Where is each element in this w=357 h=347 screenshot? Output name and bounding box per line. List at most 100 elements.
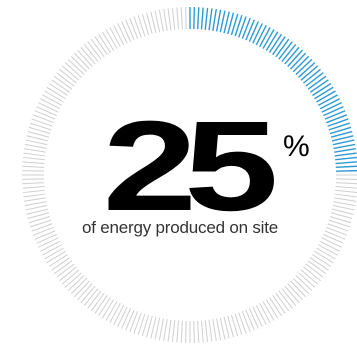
gauge-tick (125, 19, 135, 41)
gauge-tick (216, 318, 222, 341)
gauge-tick (22, 185, 45, 189)
gauge-tick-active (298, 62, 316, 78)
gauge-tick (30, 122, 52, 131)
gauge-tick (32, 114, 54, 124)
gauge-tick (51, 257, 70, 271)
gauge-tick (70, 55, 88, 73)
gauge-tick (171, 320, 176, 343)
gauge-tick (171, 7, 176, 30)
gauge-tick-active (307, 75, 327, 90)
gauge-tick (180, 7, 183, 30)
gauge-tick (272, 295, 286, 314)
gauge-tick-active (219, 10, 226, 33)
gauge-tick (278, 290, 293, 309)
gauge-tick-active (208, 8, 213, 31)
gauge-tick-active (215, 9, 222, 32)
gauge-tick (137, 313, 146, 335)
gauge-tick-active (331, 135, 354, 142)
gauge-tick (329, 215, 352, 224)
gauge-tick (238, 312, 247, 334)
gauge-tick-active (333, 143, 356, 150)
gauge-tick (335, 178, 357, 180)
gauge-tick (314, 250, 334, 264)
gauge-tick (330, 212, 353, 219)
gauge-tick (109, 27, 121, 47)
gauge-tick-active (230, 13, 239, 36)
stat-caption: of energy produced on site (81, 218, 279, 237)
gauge-tick-active (332, 139, 355, 146)
gauge-tick (133, 312, 142, 334)
gauge-tick-active (323, 106, 344, 117)
gauge-tick (303, 266, 321, 282)
gauge-tick (245, 309, 255, 331)
gauge-tick (158, 318, 164, 341)
gauge-tick (67, 275, 85, 292)
gauge-tick-active (327, 118, 349, 127)
gauge-tick (90, 38, 105, 58)
gauge-tick (30, 219, 52, 228)
gauge-tick (38, 237, 59, 248)
gauge-tick (287, 283, 303, 301)
gauge-tick (22, 156, 45, 161)
gauge-tick (38, 102, 59, 113)
gauge-tick (146, 12, 153, 35)
gauge-tick (185, 320, 187, 343)
gauge-tick-active (234, 15, 243, 37)
gauge-tick (334, 197, 357, 202)
gauge-tick-active (212, 8, 217, 31)
gauge-tick (167, 319, 172, 342)
gauge-tick (318, 244, 338, 256)
gauge-tick (255, 304, 267, 325)
gauge-tick (241, 311, 251, 333)
gauge-tick (36, 233, 57, 244)
gauge-tick (176, 320, 180, 343)
gauge-tick (109, 303, 121, 323)
gauge-tick (310, 257, 329, 271)
gauge-tick (129, 17, 139, 39)
gauge-tick (23, 197, 46, 202)
gauge-tick (83, 288, 99, 306)
gauge-tick-active (326, 114, 348, 124)
gauge-tick (101, 299, 115, 319)
gauge-tick (87, 290, 102, 309)
gauge-tick (333, 201, 356, 207)
gauge-tick-active (314, 86, 334, 100)
gauge-tick-active (334, 148, 357, 153)
gauge-tick-active (252, 23, 263, 44)
gauge-tick-active (275, 38, 290, 58)
gauge-tick (98, 33, 111, 53)
gauge-tick-active (262, 29, 275, 49)
gauge-tick-active (303, 68, 322, 84)
gauge-tick-active (204, 7, 209, 30)
gauge-tick (335, 182, 357, 185)
gauge-tick (23, 152, 46, 157)
gauge-tick-active (272, 36, 286, 56)
gauge-tick (31, 118, 53, 127)
gauge-tick (219, 317, 226, 340)
gauge-tick (204, 320, 209, 343)
gauge-tick (212, 319, 217, 342)
gauge-tick (34, 110, 56, 120)
gauge-tick (305, 263, 324, 278)
gauge-tick (154, 317, 161, 340)
gauge-tick (40, 240, 61, 252)
gauge-tick (133, 16, 142, 38)
gauge-tick (27, 131, 50, 138)
gauge-tick (44, 247, 64, 260)
gauge-tick (335, 185, 357, 189)
gauge-tick (200, 320, 204, 343)
gauge-tick-active (324, 110, 346, 120)
gauge-tick (312, 254, 332, 267)
gauge-tick (98, 297, 111, 317)
gauge-tick-active (334, 152, 357, 157)
gauge-tick (328, 219, 350, 228)
stat-unit: % (283, 130, 310, 163)
gauge-tick (323, 233, 344, 244)
gauge-tick-active (335, 165, 357, 169)
gauge-tick (335, 189, 357, 194)
gauge-tick-active (287, 49, 303, 67)
gauge-tick (61, 65, 80, 81)
gauge-tick-active (317, 94, 338, 106)
